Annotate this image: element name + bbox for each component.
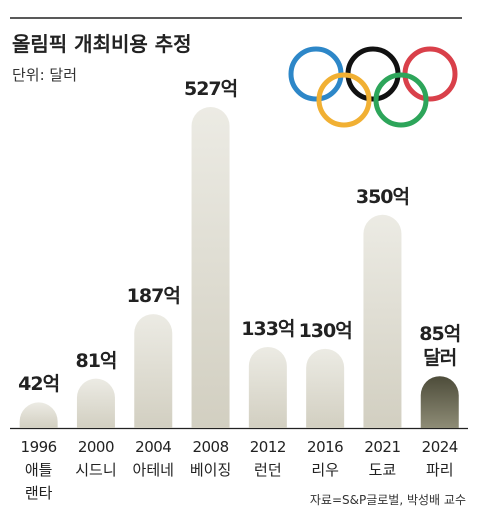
value-label: 527억 bbox=[183, 78, 238, 100]
x-tick-sublabel: 아테네 bbox=[132, 461, 174, 479]
x-tick-label: 2012 bbox=[249, 438, 287, 456]
value-label: 130억 bbox=[298, 319, 353, 342]
bar bbox=[134, 314, 173, 428]
x-tick-sublabel: 시드니 bbox=[75, 461, 117, 479]
x-tick-sublabel: 런던 bbox=[254, 461, 282, 479]
source-note: 자료=S&P글로벌, 박성배 교수 bbox=[309, 493, 466, 507]
chart-title: 올림픽 개최비용 추정 bbox=[12, 32, 192, 56]
bar bbox=[306, 348, 345, 428]
bar bbox=[420, 376, 459, 428]
x-tick-sublabel: 애틀랜타 bbox=[24, 461, 53, 502]
olympic-rings bbox=[288, 46, 458, 128]
x-tick-sublabel: 리우 bbox=[311, 461, 339, 479]
bar bbox=[191, 107, 230, 428]
x-tick-label: 2024 bbox=[421, 438, 459, 456]
x-tick-label: 1996 bbox=[20, 438, 58, 456]
x-tick-sublabel: 도쿄 bbox=[368, 461, 397, 479]
value-label: 350억 bbox=[355, 185, 410, 208]
value-label: 85억 달러 bbox=[419, 323, 461, 370]
x-tick-label: 2004 bbox=[135, 438, 172, 456]
x-tick-sublabel: 베이징 bbox=[189, 461, 232, 479]
value-label: 133억 bbox=[241, 317, 295, 340]
x-tick-label: 2008 bbox=[192, 438, 229, 456]
value-label: 187억 bbox=[126, 285, 181, 308]
value-label: 42억 bbox=[18, 373, 60, 396]
x-tick-sublabel: 파리 bbox=[425, 461, 454, 479]
x-tick-label: 2021 bbox=[364, 438, 401, 456]
x-tick-label: 2016 bbox=[307, 438, 344, 456]
bar bbox=[248, 346, 287, 428]
bar bbox=[363, 214, 402, 428]
bar bbox=[76, 378, 115, 428]
value-label: 81억 bbox=[75, 349, 117, 372]
x-tick-label: 2000 bbox=[77, 438, 115, 456]
chart-subtitle: 단위: 달러 bbox=[12, 66, 78, 84]
bar bbox=[19, 402, 58, 428]
